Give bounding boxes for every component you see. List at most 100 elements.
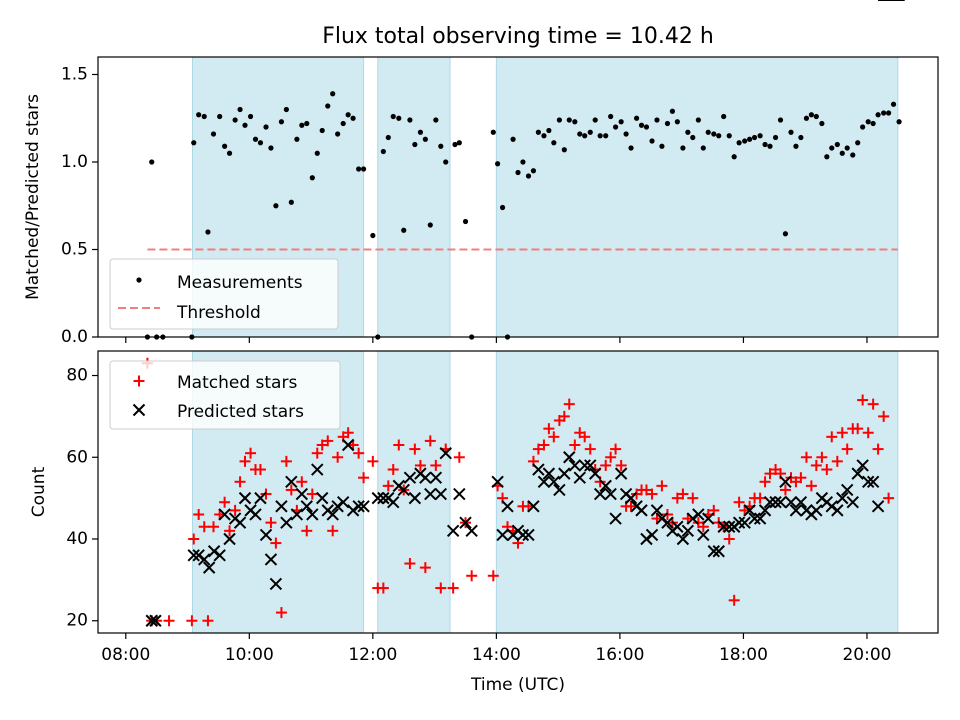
measurement-point — [263, 124, 269, 130]
measurement-point — [335, 131, 341, 137]
measurement-point — [520, 159, 526, 165]
measurement-point — [205, 229, 211, 235]
predicted-star-point — [516, 528, 530, 542]
predicted-star-point — [723, 520, 736, 533]
measurement-point — [427, 222, 433, 228]
matched-star-point — [779, 484, 791, 496]
predicted-star-point — [794, 496, 808, 509]
predicted-star-point-b — [465, 524, 478, 538]
predicted-star-point-b — [661, 516, 674, 529]
predicted-star-point — [810, 504, 823, 517]
predicted-star-point-b — [604, 487, 617, 501]
predicted-star-point — [763, 496, 777, 509]
predicted-star-point — [408, 491, 422, 505]
bottom-y-axis-label: Count — [29, 466, 49, 517]
matched-star-point — [543, 423, 555, 435]
predicted-star-point — [300, 500, 313, 513]
predicted-star-point — [861, 475, 875, 488]
matched-star-point — [867, 398, 879, 410]
predicted-star-point-b — [712, 545, 725, 558]
predicted-star-point — [527, 500, 540, 513]
matched-star-point — [193, 508, 205, 520]
predicted-star-point-b — [774, 496, 787, 509]
legend-matched-glyph — [133, 375, 145, 387]
predicted-star-point-b — [640, 532, 653, 546]
x-tick-label: 18:00 — [719, 645, 768, 665]
measurement-point — [433, 117, 439, 123]
predicted-star-point-b — [840, 483, 854, 497]
matched-star-point — [387, 464, 399, 476]
measurement-point — [726, 133, 732, 139]
measurement-point — [808, 112, 814, 118]
predicted-star-point-b — [187, 549, 200, 562]
predicted-star-point-b — [207, 545, 221, 558]
predicted-star-point-b — [275, 500, 288, 513]
matched-star-point — [569, 439, 581, 451]
measurement-point — [417, 129, 424, 135]
predicted-star-point — [604, 487, 617, 501]
measurement-point — [680, 145, 686, 151]
predicted-star-point — [846, 496, 859, 509]
predicted-star-point — [563, 451, 576, 464]
y-tick-label: 40 — [66, 529, 88, 549]
measurement-point — [314, 150, 320, 156]
matched-star-point — [646, 488, 658, 500]
measurement-point — [623, 131, 629, 137]
predicted-star-point-b — [290, 508, 304, 521]
matched-star-point — [810, 459, 822, 471]
predicted-star-point-b — [558, 467, 571, 480]
measurement-point — [762, 141, 768, 148]
matched-star-point — [198, 521, 210, 533]
measurement-point — [654, 117, 660, 123]
predicted-star-point-b — [397, 483, 410, 497]
predicted-star-point-b — [671, 520, 684, 533]
y-tick-label: 0.0 — [61, 327, 88, 347]
predicted-star-point-b — [635, 504, 648, 517]
measurement-point — [546, 127, 552, 134]
predicted-star-point-b — [453, 487, 466, 501]
measurement-point — [782, 231, 789, 237]
matched-star-point — [367, 455, 379, 467]
measurement-point — [587, 129, 593, 135]
predicted-star-point-b — [387, 496, 400, 509]
predicted-star-point — [346, 504, 360, 517]
predicted-star-point — [784, 496, 798, 509]
predicted-star-point-b — [311, 463, 324, 476]
matched-star-point — [723, 533, 735, 545]
predicted-star-point — [655, 512, 669, 525]
measurement-point — [252, 136, 259, 142]
matched-star-point — [414, 459, 426, 471]
measurement-point — [608, 113, 614, 120]
predicted-star-point-b — [753, 512, 767, 525]
matched-star-point — [219, 496, 231, 508]
predicted-star-point-b — [192, 549, 205, 562]
predicted-star-point-b — [748, 512, 761, 525]
measurement-point — [226, 150, 233, 156]
predicted-star-point-b — [341, 438, 355, 452]
measurement-point — [577, 131, 583, 137]
predicted-star-point-b — [846, 496, 859, 509]
predicted-star-point — [434, 487, 448, 501]
predicted-star-point — [624, 491, 638, 505]
predicted-star-point — [871, 500, 885, 513]
predicted-star-point-b — [686, 512, 700, 525]
measurement-point — [257, 140, 264, 146]
measurement-point — [330, 91, 336, 97]
matched-star-point — [377, 582, 389, 594]
matched-star-point — [208, 521, 219, 533]
measurement-point — [705, 129, 711, 135]
matched-star-point — [487, 570, 499, 582]
measurement-point — [299, 122, 305, 128]
matched-star-point — [558, 410, 570, 422]
y-tick-label: 60 — [66, 447, 88, 467]
predicted-star-point-b — [578, 459, 591, 472]
predicted-star-point-b — [871, 500, 885, 513]
measurement-point — [499, 204, 506, 211]
y-tick-label: 1.5 — [61, 65, 88, 85]
measurement-point — [850, 152, 856, 158]
predicted-star-point-b — [218, 508, 231, 521]
measurement-point — [700, 145, 706, 151]
measurement-point — [304, 120, 310, 127]
predicted-star-point-b — [732, 516, 746, 529]
matched-star-point — [453, 451, 465, 463]
